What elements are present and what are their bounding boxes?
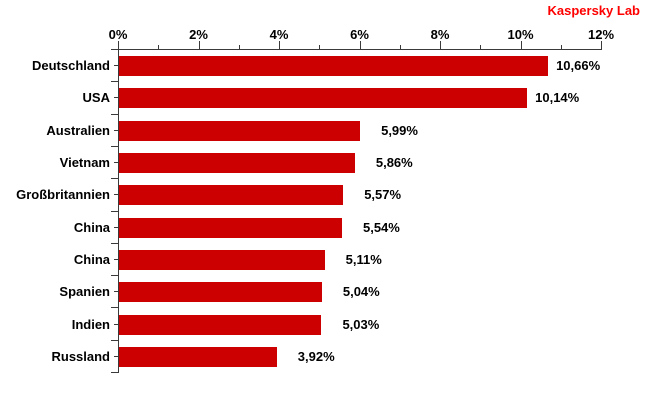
x-tick-label: 6% <box>350 27 369 42</box>
x-axis-line <box>111 49 601 50</box>
y-center-tick <box>114 97 118 99</box>
category-label: China <box>73 219 110 235</box>
value-label: 5,04% <box>342 284 380 300</box>
y-center-tick <box>114 291 118 293</box>
bar <box>119 314 322 335</box>
category-label: USA <box>82 90 110 106</box>
y-center-tick <box>114 129 118 131</box>
y-boundary-tick <box>111 372 118 373</box>
x-minor-tick <box>238 45 240 50</box>
category-label: Indien <box>71 316 110 332</box>
y-center-tick <box>114 258 118 260</box>
y-center-tick <box>114 194 118 196</box>
bar <box>119 153 355 174</box>
x-major-tick <box>520 41 522 50</box>
y-boundary-tick <box>111 307 118 309</box>
value-label: 3,92% <box>297 348 335 364</box>
category-label: Australien <box>46 122 110 138</box>
x-tick-label: 2% <box>189 27 208 42</box>
category-label: Vietnam <box>59 155 110 171</box>
value-label: 5,11% <box>345 251 382 267</box>
value-label: 5,57% <box>364 187 402 203</box>
x-minor-tick <box>399 45 401 50</box>
bar <box>119 282 322 303</box>
value-label: 10,66% <box>556 58 601 74</box>
x-tick-label: 0% <box>108 27 128 42</box>
y-center-tick <box>114 323 118 325</box>
y-center-tick <box>114 355 118 357</box>
category-label: Spanien <box>59 284 110 300</box>
y-axis-line <box>118 49 119 373</box>
y-boundary-tick <box>111 81 118 83</box>
x-tick-label: 8% <box>430 27 450 42</box>
y-center-tick <box>114 226 118 228</box>
x-minor-tick <box>560 45 562 50</box>
x-major-tick <box>440 41 441 50</box>
y-boundary-tick <box>111 178 118 180</box>
y-boundary-tick <box>111 210 118 212</box>
x-major-tick <box>601 41 602 50</box>
bar <box>119 185 344 206</box>
bar <box>119 217 342 238</box>
x-major-tick <box>359 41 361 50</box>
y-boundary-tick <box>111 145 118 147</box>
value-label: 5,86% <box>375 155 413 171</box>
y-boundary-tick <box>111 339 118 341</box>
value-label: 5,54% <box>362 219 400 235</box>
x-minor-tick <box>158 45 160 50</box>
value-label: 10,14% <box>535 90 580 106</box>
bar <box>119 249 325 270</box>
bar <box>119 56 549 77</box>
value-label: 5,99% <box>381 122 418 138</box>
x-major-tick <box>198 41 200 50</box>
bar <box>119 120 361 141</box>
x-minor-tick <box>480 45 482 50</box>
bar <box>119 346 277 367</box>
x-major-tick <box>118 41 119 50</box>
x-major-tick <box>279 41 280 50</box>
y-boundary-tick <box>111 49 118 50</box>
x-tick-label: 12% <box>587 27 615 42</box>
y-boundary-tick <box>111 275 118 277</box>
category-label: China <box>73 251 110 267</box>
category-label: Deutschland <box>31 58 110 74</box>
x-tick-label: 4% <box>269 27 289 42</box>
category-label: Großbritannien <box>16 187 110 203</box>
value-label: 5,03% <box>342 316 380 332</box>
x-tick-label: 10% <box>507 27 534 42</box>
brand-label: Kaspersky Lab <box>547 3 641 18</box>
bar <box>119 88 528 109</box>
y-boundary-tick <box>111 113 118 115</box>
y-center-tick <box>114 162 118 164</box>
x-minor-tick <box>319 45 321 50</box>
category-label: Russland <box>51 348 110 364</box>
y-boundary-tick <box>111 242 118 244</box>
y-center-tick <box>114 65 118 67</box>
